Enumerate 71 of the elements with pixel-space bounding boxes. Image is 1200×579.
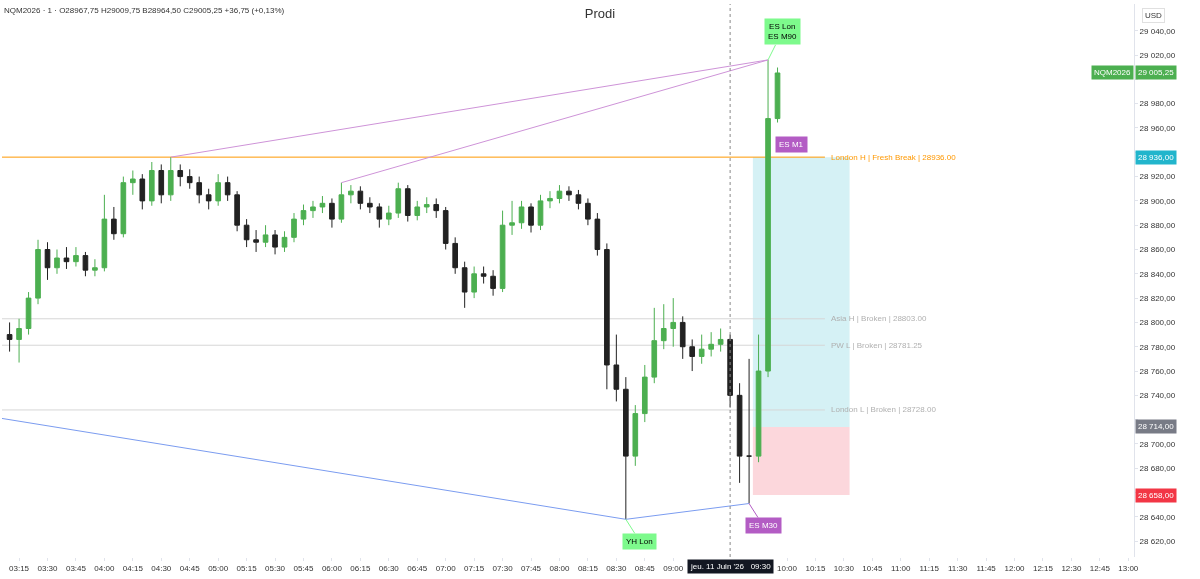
x-tick-label: 07:00 — [435, 563, 457, 573]
x-tick-label: 05:00 — [208, 563, 229, 573]
x-tick-label: 12:45 — [1089, 563, 1111, 573]
annotation: NQM2026 · 1 · O28967,75 H29009,75 B28964,50 C29005,25 +36,75 (+0,13%) — [4, 6, 285, 15]
ref-line-label: London H | Fresh Break | 28936.00 — [831, 153, 957, 162]
ref-line-label: Asia H | Broken | 28803.00 — [831, 314, 927, 323]
annotation: NQM2026 — [1094, 68, 1132, 77]
x-tick-label: 07:15 — [464, 563, 485, 573]
y-tick-label: 28 760,00 — [1139, 366, 1176, 376]
x-tick-label: 03:45 — [65, 563, 87, 573]
x-tick-label: 07:45 — [521, 563, 542, 573]
y-tick-label: 28 700,00 — [1139, 439, 1176, 449]
x-tick-label: 05:30 — [265, 563, 286, 573]
chart-title: Prodi — [584, 5, 616, 21]
ref-line-label: London L | Broken | 28728.00 — [831, 405, 937, 414]
x-tick-label: 11:00 — [891, 563, 912, 573]
y-tick-label: 28 920,00 — [1139, 172, 1176, 182]
x-tick-label: 03:30 — [37, 563, 59, 573]
y-tick-label: 28 900,00 — [1139, 196, 1176, 206]
y-tick-label: 28 740,00 — [1139, 391, 1176, 401]
annotation: 29 005,25 — [1138, 68, 1175, 77]
x-tick-label: 04:00 — [94, 563, 115, 573]
x-tick-label: 11:45 — [976, 563, 997, 573]
x-tick-label: 03:15 — [9, 563, 30, 573]
x-tick-label: 05:15 — [236, 563, 258, 573]
x-tick-label: 11:30 — [947, 563, 968, 573]
y-tick-label: 28 680,00 — [1139, 464, 1176, 474]
x-tick-label: 06:00 — [321, 563, 343, 573]
y-tick-label: 29 040,00 — [1139, 26, 1176, 36]
x-tick-label: 09:00 — [663, 563, 684, 573]
y-tick-label: 28 840,00 — [1139, 269, 1176, 279]
y-axis-title: USD — [1145, 11, 1163, 20]
y-tick-label: 28 620,00 — [1139, 537, 1176, 546]
x-tick-label: 06:30 — [378, 563, 400, 573]
x-tick-label: 12:15 — [1032, 563, 1054, 573]
annotation: ES M1 — [779, 140, 804, 149]
y-tick-label: 28 640,00 — [1139, 512, 1176, 522]
x-tick-label: 08:00 — [549, 563, 571, 573]
x-tick-label: 08:30 — [606, 563, 627, 573]
x-tick-label: 04:15 — [122, 563, 144, 573]
x-tick-label: 10:00 — [776, 563, 798, 573]
x-tick-label: 06:15 — [350, 563, 371, 573]
y-tick-label: 28 820,00 — [1139, 293, 1176, 303]
y-tick-label: 28 800,00 — [1139, 318, 1176, 328]
annotation: ES M30 — [749, 521, 779, 530]
x-tick-label: 04:45 — [179, 563, 201, 573]
x-tick-label: 08:45 — [634, 563, 656, 573]
annotation: 28 658,00 — [1138, 491, 1175, 500]
y-tick-label: 28 980,00 — [1139, 99, 1176, 109]
annotation: 28 714,00 — [1138, 422, 1175, 431]
x-tick-label: 12:30 — [1061, 563, 1082, 573]
x-tick-label: 07:30 — [492, 563, 514, 573]
x-tick-label: 11:15 — [919, 563, 940, 573]
annotation: ES Lon ES M90 — [768, 22, 798, 42]
x-tick-label: 10:45 — [862, 563, 883, 573]
y-tick-label: 29 020,00 — [1139, 50, 1176, 60]
x-tick-label: 13:00 — [1118, 563, 1139, 573]
x-tick-label: 12:00 — [1004, 563, 1026, 573]
annotation: 28 936,00 — [1138, 153, 1175, 162]
y-tick-label: 28 860,00 — [1139, 245, 1176, 255]
y-tick-label: 28 880,00 — [1139, 221, 1176, 230]
annotation: YH Lon — [626, 537, 653, 546]
x-tick-label: 04:30 — [151, 563, 172, 573]
x-tick-label: 08:15 — [577, 563, 599, 573]
y-tick-label: 28 960,00 — [1139, 123, 1176, 133]
x-tick-label: 10:15 — [805, 563, 826, 573]
x-tick-label: 06:45 — [407, 563, 428, 573]
x-tick-label: 10:30 — [833, 563, 855, 573]
x-tick-label: 05:45 — [293, 563, 315, 573]
y-tick-label: 28 780,00 — [1139, 342, 1176, 352]
ref-line-label: jeu. 11 Juin '26 09:30 — [690, 562, 772, 571]
